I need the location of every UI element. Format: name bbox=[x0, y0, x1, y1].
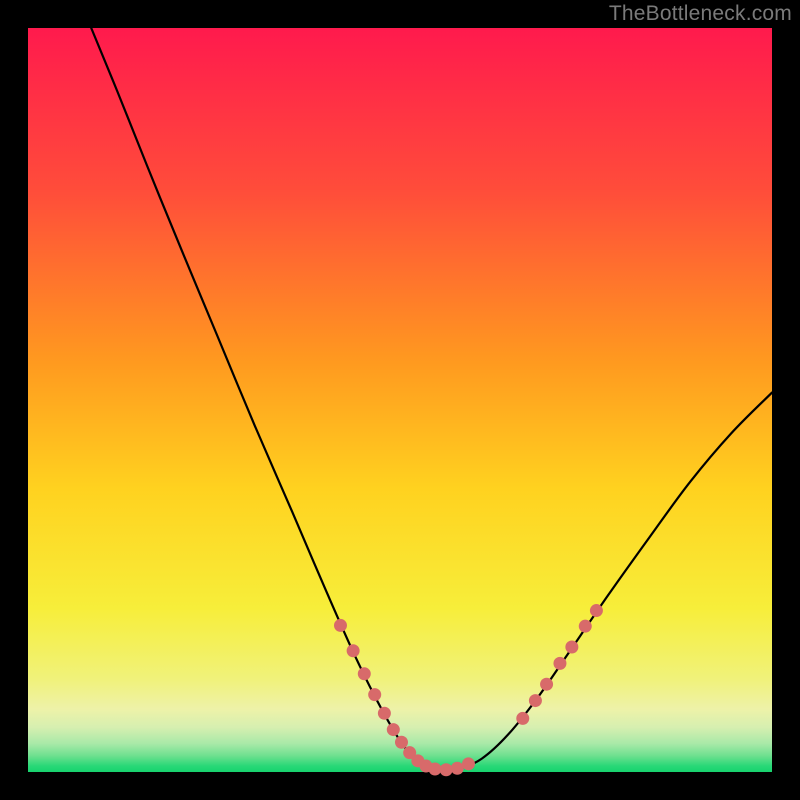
marker-dot bbox=[440, 763, 453, 776]
marker-dot bbox=[395, 736, 408, 749]
marker-dot bbox=[462, 757, 475, 770]
marker-dot bbox=[540, 678, 553, 691]
marker-dot bbox=[358, 667, 371, 680]
marker-dot bbox=[368, 688, 381, 701]
marker-dot bbox=[451, 762, 464, 775]
marker-dot bbox=[428, 763, 441, 776]
marker-dot bbox=[579, 620, 592, 633]
chart-stage: TheBottleneck.com bbox=[0, 0, 800, 800]
plot-background bbox=[28, 28, 772, 772]
marker-dot bbox=[590, 604, 603, 617]
marker-dot bbox=[347, 644, 360, 657]
marker-dot bbox=[334, 619, 347, 632]
marker-dot bbox=[529, 694, 542, 707]
marker-dot bbox=[553, 657, 566, 670]
marker-dot bbox=[516, 712, 529, 725]
watermark-label: TheBottleneck.com bbox=[609, 2, 792, 26]
marker-dot bbox=[387, 723, 400, 736]
bottleneck-chart bbox=[0, 0, 800, 800]
marker-dot bbox=[565, 641, 578, 654]
marker-dot bbox=[378, 707, 391, 720]
